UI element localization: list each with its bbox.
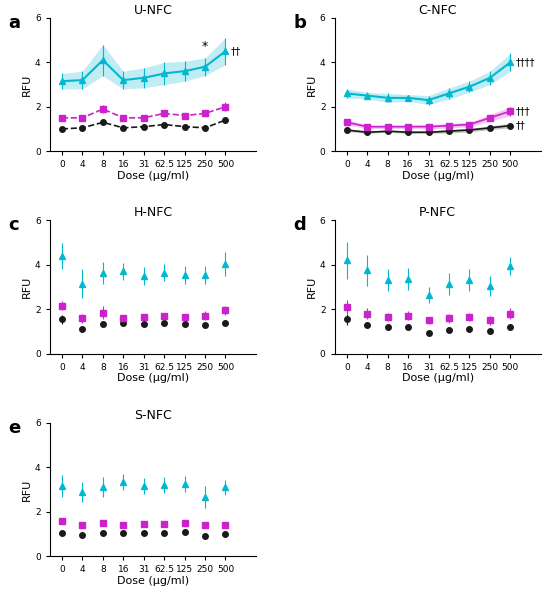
Text: †††: †††	[516, 106, 530, 116]
Text: ††: ††	[231, 46, 241, 56]
Title: C-NFC: C-NFC	[418, 4, 457, 17]
X-axis label: Dose (μg/ml): Dose (μg/ml)	[117, 575, 189, 585]
Y-axis label: RFU: RFU	[22, 478, 32, 501]
X-axis label: Dose (μg/ml): Dose (μg/ml)	[402, 373, 474, 383]
Text: c: c	[8, 216, 19, 234]
Text: ††††: ††††	[516, 57, 535, 68]
Title: S-NFC: S-NFC	[134, 409, 172, 422]
X-axis label: Dose (μg/ml): Dose (μg/ml)	[117, 373, 189, 383]
Y-axis label: RFU: RFU	[307, 276, 317, 298]
Y-axis label: RFU: RFU	[22, 276, 32, 298]
Text: b: b	[293, 14, 306, 32]
Text: d: d	[293, 216, 306, 234]
Text: a: a	[8, 14, 20, 32]
Y-axis label: RFU: RFU	[307, 74, 317, 96]
Title: H-NFC: H-NFC	[134, 206, 172, 219]
Y-axis label: RFU: RFU	[22, 74, 32, 96]
Title: P-NFC: P-NFC	[420, 206, 457, 219]
Text: *: *	[202, 41, 208, 53]
Title: U-NFC: U-NFC	[134, 4, 172, 17]
X-axis label: Dose (μg/ml): Dose (μg/ml)	[117, 170, 189, 181]
X-axis label: Dose (μg/ml): Dose (μg/ml)	[402, 170, 474, 181]
Text: ††: ††	[516, 121, 525, 130]
Text: e: e	[8, 419, 20, 437]
